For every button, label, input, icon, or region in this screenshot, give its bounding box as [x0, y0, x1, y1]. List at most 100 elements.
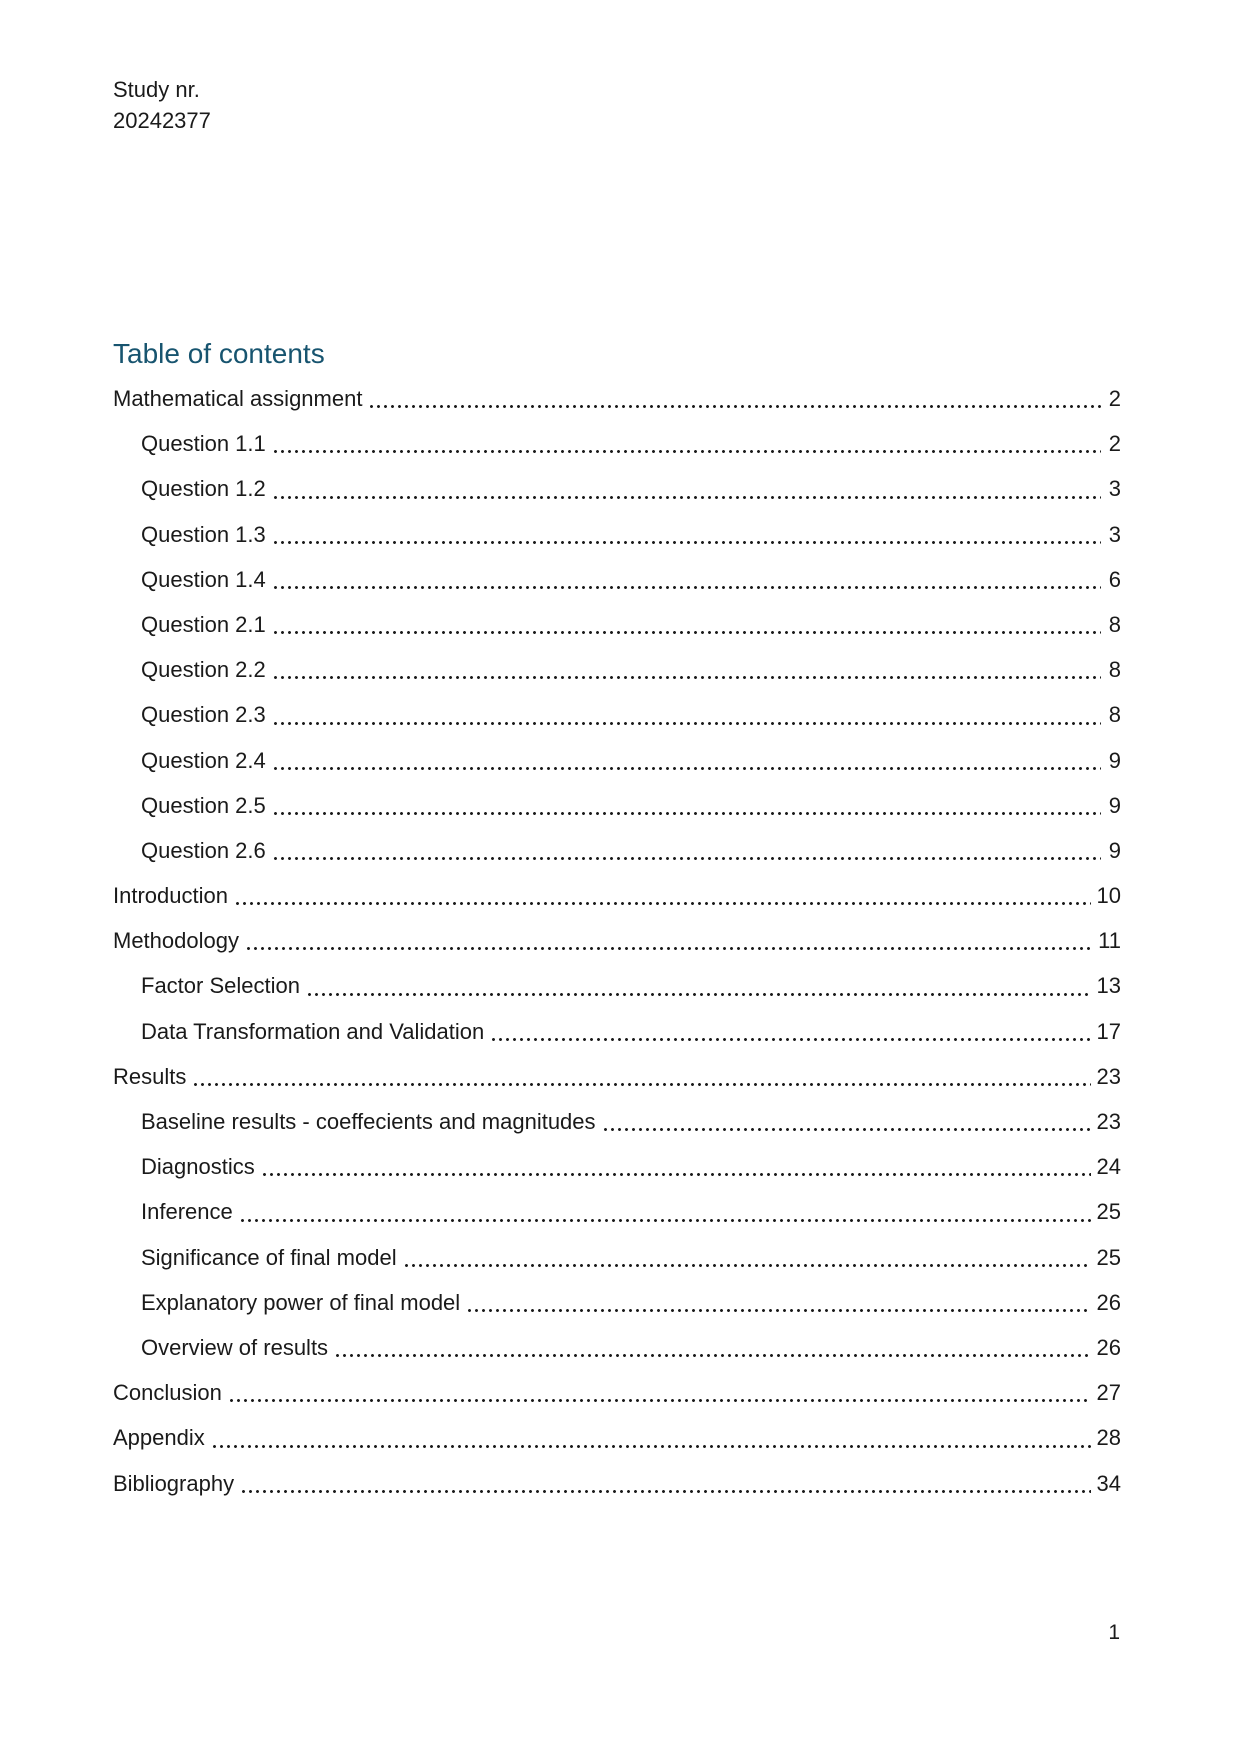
toc-entry-label: Question 2.3	[141, 702, 266, 728]
toc-entry[interactable]: Results 23	[113, 1053, 1121, 1099]
toc-entry-label: Question 1.1	[141, 431, 266, 457]
toc-entry-page: 8	[1108, 657, 1121, 683]
toc-entry[interactable]: Question 1.4 6	[113, 556, 1121, 602]
toc-leader-dots	[258, 1144, 1091, 1190]
toc-entry[interactable]: Inference 25	[113, 1189, 1121, 1235]
toc-leader-dots	[225, 1370, 1091, 1416]
toc-entry-page: 17	[1096, 1018, 1121, 1044]
toc-entry[interactable]: Question 2.2 8	[113, 647, 1121, 693]
toc-entry-label: Question 2.5	[141, 792, 266, 818]
toc-entry-label: Appendix	[113, 1425, 205, 1451]
toc-leader-dots	[208, 1415, 1091, 1461]
toc-entry-label: Explanatory power of final model	[141, 1289, 461, 1315]
toc-entry-page: 2	[1108, 386, 1121, 411]
toc-entry[interactable]: Question 2.4 9	[113, 737, 1121, 783]
toc-entry-label: Bibliography	[113, 1470, 235, 1496]
toc-entry[interactable]: Question 2.1 8	[113, 601, 1121, 648]
toc-entry-page: 8	[1108, 611, 1121, 637]
toc-leader-dots	[238, 1460, 1091, 1506]
toc-entry-label: Methodology	[113, 928, 239, 954]
toc-leader-dots	[464, 1279, 1091, 1325]
toc-entry[interactable]: Bibliography 34	[113, 1460, 1121, 1506]
toc-entry[interactable]: Question 2.3 8	[113, 692, 1121, 738]
toc-entry-label: Overview of results	[141, 1334, 329, 1360]
toc-entry-page: 3	[1108, 476, 1121, 502]
toc-entry[interactable]: Data Transformation and Validation 17	[113, 1008, 1121, 1054]
study-number-header: Study nr. 20242377	[113, 74, 211, 136]
toc-entry-page: 8	[1108, 702, 1121, 728]
toc-entry[interactable]: Methodology 11	[113, 918, 1121, 964]
toc-leader-dots	[269, 692, 1101, 738]
toc-entry[interactable]: Baseline results - coeffecients and magn…	[113, 1099, 1121, 1145]
toc-entry[interactable]: Question 2.5 9	[113, 782, 1121, 828]
toc-entry-page: 23	[1096, 1109, 1121, 1134]
toc-leader-dots	[269, 511, 1101, 557]
toc-entry-label: Question 1.4	[141, 566, 266, 592]
toc-entry-label: Question 2.2	[141, 657, 266, 683]
toc-leader-dots	[269, 737, 1101, 783]
toc-entry[interactable]: Question 1.3 3	[113, 511, 1121, 557]
toc-entry-page: 28	[1096, 1425, 1121, 1451]
toc-entry-label: Conclusion	[113, 1380, 222, 1406]
toc-entry-page: 11	[1098, 928, 1121, 954]
toc-entry[interactable]: Explanatory power of final model 26	[113, 1279, 1121, 1325]
toc-entry-label: Question 1.2	[141, 476, 266, 502]
toc-entry-label: Factor Selection	[141, 973, 300, 999]
toc-entry-label: Results	[113, 1063, 187, 1089]
toc-leader-dots	[269, 421, 1101, 467]
toc-entry-label: Data Transformation and Validation	[141, 1018, 485, 1044]
toc-leader-dots	[400, 1234, 1091, 1280]
toc-entry-page: 9	[1108, 747, 1121, 773]
toc-entry[interactable]: Significance of final model 25	[113, 1234, 1121, 1280]
toc-entry-label: Significance of final model	[141, 1244, 397, 1270]
toc-entry-page: 25	[1096, 1199, 1121, 1225]
toc-leader-dots	[599, 1099, 1091, 1145]
toc-entry-label: Question 2.1	[141, 611, 266, 637]
toc-list: Mathematical assignment 2 Question 1.1 2…	[113, 376, 1121, 1506]
toc-entry[interactable]: Appendix 28	[113, 1415, 1121, 1461]
toc-entry-page: 23	[1096, 1063, 1121, 1089]
toc-leader-dots	[269, 827, 1101, 874]
toc-entry[interactable]: Diagnostics 24	[113, 1144, 1121, 1190]
toc-entry-label: Baseline results - coeffecients and magn…	[141, 1109, 596, 1134]
toc-leader-dots	[488, 1008, 1091, 1054]
toc-entry[interactable]: Introduction 10	[113, 873, 1121, 919]
toc-leader-dots	[269, 466, 1101, 512]
toc-entry-label: Mathematical assignment	[113, 386, 363, 411]
toc-entry[interactable]: Overview of results 26	[113, 1324, 1121, 1371]
toc-entry-page: 13	[1096, 973, 1121, 999]
toc-entry-page: 26	[1096, 1289, 1121, 1315]
toc-entry-page: 26	[1096, 1334, 1121, 1360]
toc-leader-dots	[269, 556, 1101, 602]
toc-entry-page: 3	[1108, 521, 1121, 547]
toc-leader-dots	[269, 601, 1101, 648]
toc-entry-page: 9	[1108, 837, 1121, 863]
toc-leader-dots	[231, 873, 1091, 919]
toc-entry-page: 10	[1096, 883, 1121, 909]
toc-entry-page: 9	[1108, 792, 1121, 818]
toc-leader-dots	[269, 647, 1101, 693]
study-number-value: 20242377	[113, 108, 211, 133]
toc-leader-dots	[190, 1053, 1091, 1099]
toc-entry-label: Question 2.4	[141, 747, 266, 773]
toc-entry[interactable]: Conclusion 27	[113, 1370, 1121, 1416]
toc-entry-page: 34	[1096, 1470, 1121, 1496]
toc-entry[interactable]: Question 2.6 9	[113, 827, 1121, 874]
toc-leader-dots	[366, 376, 1101, 422]
toc-leader-dots	[236, 1189, 1091, 1235]
toc-entry-page: 27	[1096, 1380, 1121, 1406]
toc-entry[interactable]: Mathematical assignment 2	[113, 376, 1121, 422]
toc-entry[interactable]: Question 1.1 2	[113, 421, 1121, 467]
toc-entry-label: Diagnostics	[141, 1154, 255, 1180]
toc-entry[interactable]: Question 1.2 3	[113, 466, 1121, 512]
footer-page-number: 1	[1108, 1621, 1120, 1644]
toc-entry-label: Question 2.6	[141, 837, 266, 863]
toc-entry-label: Introduction	[113, 883, 228, 909]
toc-entry[interactable]: Factor Selection 13	[113, 963, 1121, 1009]
toc-leader-dots	[269, 782, 1101, 828]
toc-leader-dots	[332, 1324, 1091, 1371]
toc-leader-dots	[242, 918, 1093, 964]
study-number-label: Study nr.	[113, 77, 200, 102]
toc-entry-page: 25	[1096, 1244, 1121, 1270]
toc-entry-page: 6	[1108, 566, 1121, 592]
